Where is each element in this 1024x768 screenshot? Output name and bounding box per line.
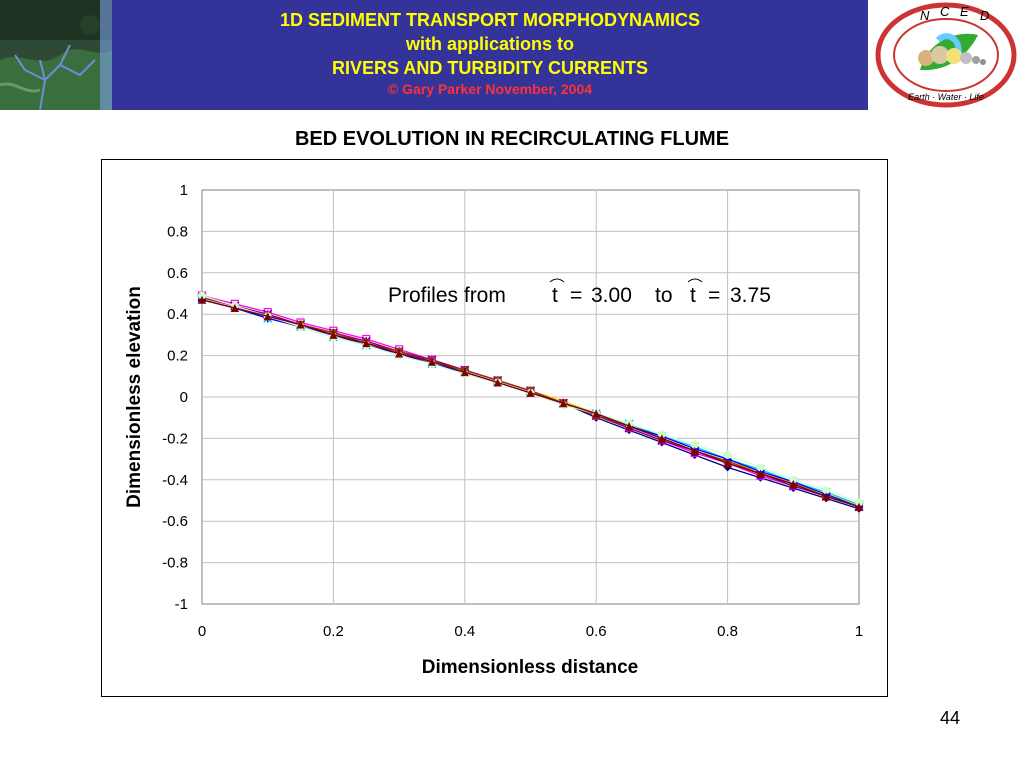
- data-point: [690, 440, 699, 449]
- data-point: [789, 475, 798, 484]
- data-point: [592, 409, 601, 418]
- x-tick-label: 0: [198, 623, 206, 640]
- nced-logo: N C E D Earth · Water · Life: [868, 0, 1024, 110]
- data-point: [855, 498, 863, 507]
- logo-letter-e: E: [960, 4, 969, 19]
- data-point: [230, 303, 239, 312]
- x-tick-label: 0.4: [454, 623, 475, 640]
- logo-motto: Earth · Water · Life: [908, 92, 984, 102]
- data-point: [789, 479, 798, 488]
- annotation-to-word: to: [655, 284, 673, 307]
- elevation-chart: 0 0.2 0.4 0.6 0.8 1 1 0.8 0.6 0.4 0.2 0 -0.2 -0.4 -0.6…: [124, 182, 864, 678]
- logo-letter-d: D: [980, 8, 989, 23]
- x-tick-label: 1: [855, 623, 863, 640]
- y-tick-label: 0: [180, 389, 188, 406]
- slide-title: BED EVOLUTION IN RECIRCULATING FLUME: [294, 128, 730, 150]
- data-point: [198, 291, 206, 300]
- course-banner: 1D SEDIMENT TRANSPORT MORPHODYNAMICS wit…: [112, 0, 868, 110]
- banner-line-3: RIVERS AND TURBIDITY CURRENTS: [331, 58, 649, 78]
- data-point: [493, 378, 502, 387]
- t-hat-arc: [549, 278, 565, 283]
- profiles-annotation: Profiles from t = 3.00 to t = 3.75: [388, 278, 771, 307]
- chart-frame: 0 0.2 0.4 0.6 0.8 1 1 0.8 0.6 0.4 0.2 0 -0.2 -0.4 -0.6…: [101, 159, 888, 697]
- data-point: [723, 459, 732, 468]
- page-number: 44: [939, 708, 961, 728]
- x-tick-label: 0.2: [323, 623, 344, 640]
- data-point: [559, 399, 568, 408]
- y-tick-label: -1: [175, 596, 188, 613]
- data-point: [460, 368, 469, 377]
- y-tick-label: 0.8: [167, 223, 188, 240]
- t-hat-arc-2: [687, 278, 703, 283]
- series-9: [198, 295, 863, 511]
- t-symbol-from: t: [552, 284, 558, 307]
- x-tick-label: 0.6: [586, 623, 607, 640]
- y-tick-label: 1: [180, 182, 188, 199]
- y-tick-label: 0.2: [167, 348, 188, 365]
- annotation-to-value: 3.75: [730, 284, 771, 307]
- banner-line-1: 1D SEDIMENT TRANSPORT MORPHODYNAMICS: [279, 10, 701, 30]
- y-tick-label: -0.6: [162, 513, 188, 530]
- x-tick-label: 0.8: [717, 623, 738, 640]
- data-point: [329, 330, 338, 339]
- annotation-from-value: 3.00: [591, 284, 632, 307]
- y-tick-label: -0.8: [162, 555, 188, 572]
- y-tick-label: -0.2: [162, 430, 188, 447]
- y-tick-label: 0.6: [167, 265, 188, 282]
- data-point: [427, 357, 436, 366]
- data-point: [263, 312, 272, 321]
- equals-from: =: [570, 284, 582, 307]
- data-point: [526, 388, 535, 397]
- data-point: [657, 430, 666, 439]
- y-tick-label: -0.4: [162, 472, 188, 489]
- t-symbol-to: t: [690, 284, 696, 307]
- banner-line-2: with applications to: [405, 34, 574, 54]
- x-axis-label: Dimensionless distance: [422, 657, 638, 678]
- data-point: [690, 446, 699, 455]
- logo-letter-c: C: [940, 4, 950, 19]
- grid-lines: [202, 190, 859, 604]
- data-point: [756, 463, 765, 472]
- data-point: [723, 450, 732, 459]
- data-point: [822, 486, 831, 495]
- data-point: [855, 502, 863, 511]
- annotation-prefix: Profiles from: [388, 284, 506, 307]
- series-layer: [197, 291, 864, 513]
- equals-to: =: [708, 284, 720, 307]
- tick-labels: 0 0.2 0.4 0.6 0.8 1 1 0.8 0.6 0.4 0.2 0 -0.2 -0.4 -0.6…: [162, 182, 863, 640]
- data-point: [657, 434, 666, 443]
- logo-letter-n: N: [920, 8, 930, 23]
- slide-header: 1D SEDIMENT TRANSPORT MORPHODYNAMICS wit…: [0, 0, 1024, 111]
- delta-satellite-image: [0, 0, 112, 111]
- data-point: [756, 469, 765, 478]
- data-point: [362, 339, 371, 348]
- data-point: [198, 295, 206, 304]
- copyright-notice: © Gary Parker November, 2004: [387, 81, 593, 97]
- data-point: [822, 492, 831, 501]
- data-point: [296, 320, 305, 329]
- y-axis-label: Dimensionless elevation: [124, 286, 145, 508]
- data-point: [625, 421, 634, 430]
- data-point: [395, 349, 404, 358]
- y-tick-label: 0.4: [167, 306, 188, 323]
